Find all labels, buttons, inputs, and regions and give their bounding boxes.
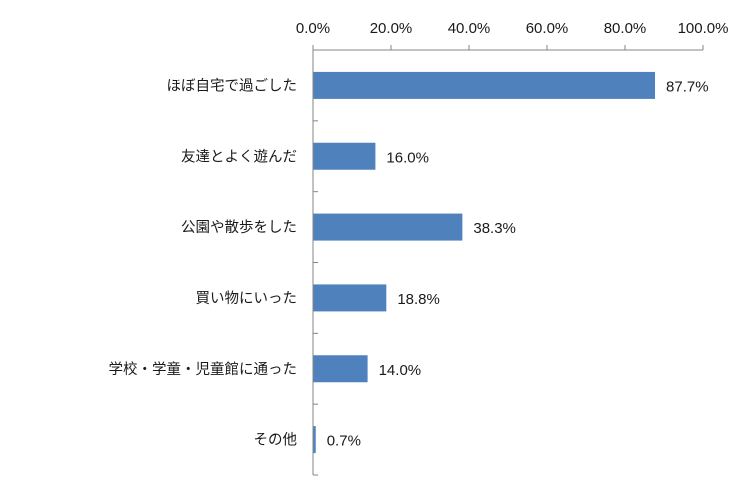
category-label: 公園や散歩をした — [181, 219, 297, 236]
bar — [313, 71, 656, 99]
data-label: 16.0% — [386, 149, 429, 166]
bar — [313, 426, 316, 454]
data-label: 14.0% — [379, 362, 422, 379]
data-label: 87.7% — [666, 78, 709, 95]
category-label: ほぼ自宅で過ごした — [167, 77, 298, 94]
data-label: 0.7% — [327, 433, 361, 450]
category-label: 学校・学童・児童館に通った — [109, 360, 298, 378]
category-label: 友達とよく遊んだ — [181, 148, 297, 165]
x-tick-label: 40.0% — [448, 20, 491, 37]
x-tick-label: 60.0% — [526, 20, 569, 37]
x-tick-label: 20.0% — [370, 20, 413, 37]
data-label: 18.8% — [397, 291, 440, 308]
bar — [313, 284, 387, 312]
bar — [313, 213, 463, 241]
x-tick-label: 100.0% — [678, 20, 729, 37]
category-label: 買い物にいった — [196, 290, 298, 307]
bar — [313, 142, 376, 170]
bar — [313, 355, 368, 383]
data-label: 38.3% — [473, 220, 516, 237]
x-tick-label: 80.0% — [604, 20, 647, 37]
category-label: その他 — [254, 432, 298, 449]
x-tick-label: 0.0% — [296, 20, 330, 37]
